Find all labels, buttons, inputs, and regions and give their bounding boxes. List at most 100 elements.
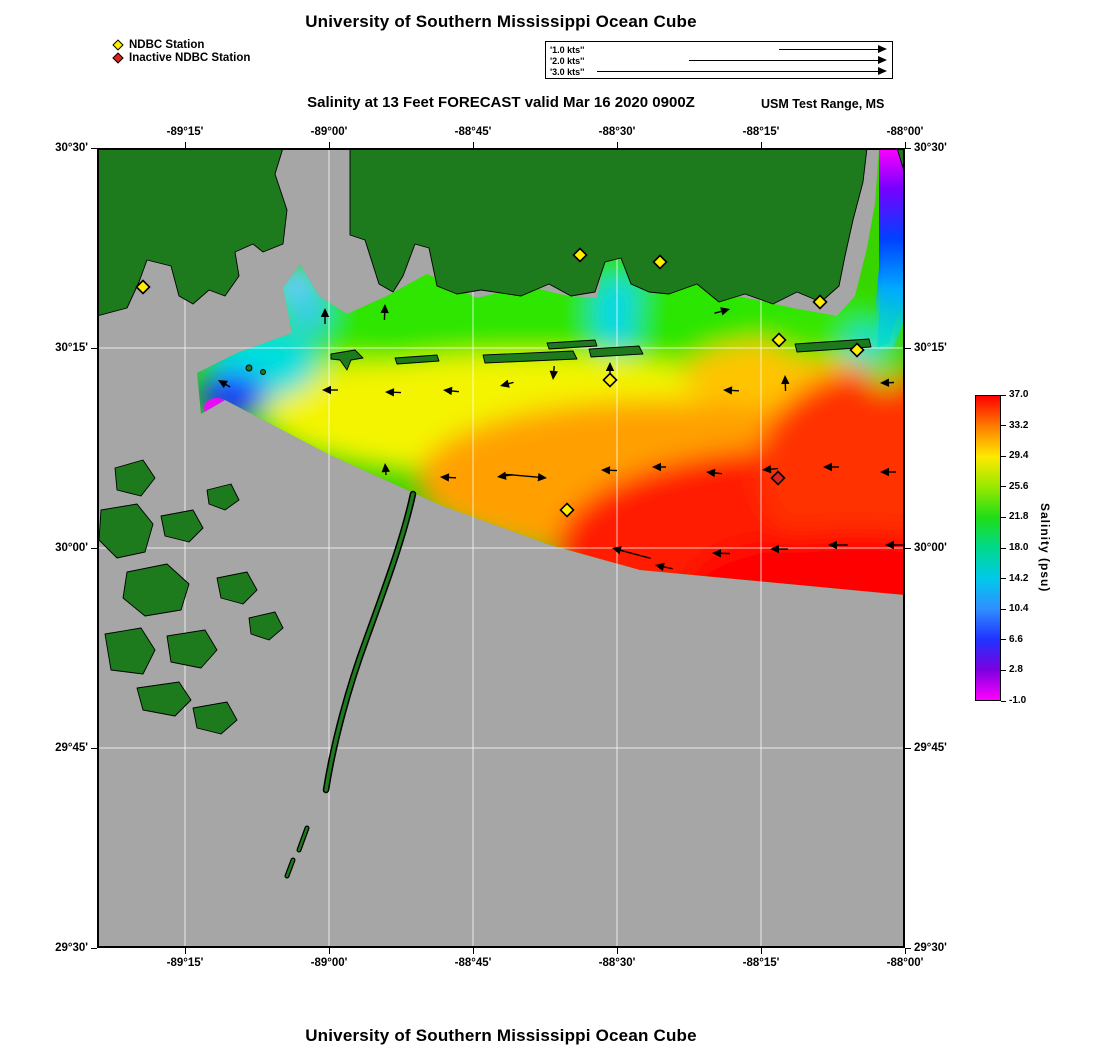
legend-item-ndbc: NDBC Station bbox=[112, 38, 250, 51]
y-tick-label-left: 30°15' bbox=[55, 342, 88, 354]
speed-scale-arrow bbox=[779, 45, 887, 53]
x-tick-top bbox=[184, 142, 186, 148]
x-tick-label-top: -88°00' bbox=[886, 126, 924, 138]
x-tick-label-top: -88°30' bbox=[598, 126, 636, 138]
speed-scale-row: '1.0 kts'' bbox=[546, 44, 892, 55]
current-vector bbox=[880, 467, 896, 477]
vector-head bbox=[440, 473, 450, 482]
map-border bbox=[97, 148, 905, 948]
ndbc-station-marker bbox=[572, 247, 588, 263]
vector-head bbox=[612, 546, 622, 555]
current-vector bbox=[723, 386, 740, 395]
x-tick-label-top: -88°15' bbox=[742, 126, 780, 138]
colorbar-tick-label: 29.4 bbox=[1009, 450, 1029, 462]
x-tick-top bbox=[760, 142, 762, 148]
current-vector bbox=[380, 304, 389, 321]
current-vector bbox=[443, 386, 459, 396]
current-vector bbox=[655, 562, 673, 571]
current-vector bbox=[781, 375, 790, 392]
colorbar-tick-label: 33.2 bbox=[1009, 419, 1029, 431]
colorbar-tick bbox=[1001, 639, 1006, 641]
current-vector bbox=[652, 462, 666, 472]
vector-head bbox=[537, 473, 547, 482]
small-island bbox=[245, 364, 253, 372]
y-tick-label-left: 29°30' bbox=[55, 942, 88, 954]
y-tick-left bbox=[91, 747, 97, 749]
land bbox=[97, 148, 905, 879]
current-vector bbox=[714, 307, 730, 316]
colorbar-tick-label: 10.4 bbox=[1009, 603, 1029, 615]
legend-label-inactive-ndbc: Inactive NDBC Station bbox=[129, 51, 251, 64]
vector-tail bbox=[503, 473, 542, 479]
coastline-mainland-west bbox=[97, 148, 288, 317]
colorbar-label: Salinity (psu) bbox=[1038, 503, 1052, 593]
x-tick-label-bottom: -88°45' bbox=[454, 957, 492, 969]
y-tick-label-right: 30°30' bbox=[914, 142, 947, 154]
x-tick-label-bottom: -89°15' bbox=[166, 957, 204, 969]
current-vector bbox=[712, 549, 731, 558]
y-tick-left bbox=[91, 347, 97, 349]
x-tick-bottom bbox=[184, 948, 186, 954]
vector-head bbox=[770, 544, 779, 554]
coastline-mainland-east bbox=[349, 148, 868, 305]
ndbc-station-icon bbox=[112, 38, 124, 51]
current-vector bbox=[823, 462, 839, 472]
current-vector bbox=[381, 463, 390, 476]
current-vector bbox=[601, 466, 618, 475]
y-tick-label-left: 30°30' bbox=[55, 142, 88, 154]
vector-head bbox=[549, 370, 558, 380]
colorbar-tick-label: 18.0 bbox=[1009, 542, 1029, 553]
ndbc-station-marker bbox=[849, 342, 865, 358]
marsh-islands bbox=[98, 459, 284, 735]
colorbar-tick-label: 21.8 bbox=[1009, 511, 1029, 523]
current-speed-scale: '1.0 kts'' '2.0 kts'' '3.0 kts'' bbox=[545, 41, 893, 79]
current-vector bbox=[612, 546, 651, 560]
x-tick-label-top: -89°00' bbox=[310, 126, 348, 138]
vector-head bbox=[720, 307, 730, 316]
colorbar-tick bbox=[1001, 455, 1006, 457]
colorbar bbox=[975, 395, 1001, 701]
vector-tail bbox=[617, 548, 651, 560]
inactive-ndbc-station-icon bbox=[112, 51, 124, 64]
colorbar-tick bbox=[1001, 425, 1006, 427]
current-vector bbox=[706, 468, 722, 478]
x-tick-top bbox=[616, 142, 618, 148]
current-vector bbox=[828, 540, 848, 550]
y-tick-right bbox=[905, 547, 911, 549]
vector-head bbox=[605, 362, 615, 371]
current-vector bbox=[549, 365, 558, 380]
y-tick-label-right: 30°00' bbox=[914, 542, 947, 554]
colorbar-tick-label: 14.2 bbox=[1009, 572, 1029, 584]
x-tick-bottom bbox=[904, 948, 906, 954]
current-vector bbox=[385, 388, 402, 397]
colorbar-tick bbox=[1001, 608, 1006, 610]
vector-head bbox=[723, 386, 733, 395]
vector-head bbox=[781, 375, 790, 385]
current-vector bbox=[762, 465, 779, 474]
colorbar-tick-label: 25.6 bbox=[1009, 480, 1029, 492]
y-tick-right bbox=[905, 147, 911, 149]
speed-scale-arrow bbox=[597, 67, 887, 75]
vector-head bbox=[381, 463, 390, 473]
vector-head bbox=[500, 379, 510, 388]
x-tick-label-bottom: -88°15' bbox=[742, 957, 780, 969]
map-frame bbox=[97, 148, 905, 948]
footer-title: University of Southern Mississippi Ocean… bbox=[305, 1026, 697, 1045]
station-legend: NDBC Station Inactive NDBC Station bbox=[112, 38, 250, 64]
y-tick-label-right: 30°15' bbox=[914, 342, 947, 354]
salinity-map bbox=[97, 148, 905, 948]
colorbar-tick-label: 6.6 bbox=[1009, 633, 1023, 645]
colorbar-tick bbox=[1001, 486, 1006, 488]
x-tick-bottom bbox=[616, 948, 618, 954]
x-tick-label-top: -88°45' bbox=[454, 126, 492, 138]
x-tick-label-bottom: -89°00' bbox=[310, 957, 348, 969]
current-vector bbox=[218, 380, 231, 389]
legend-item-inactive-ndbc: Inactive NDBC Station bbox=[112, 51, 250, 64]
current-vector bbox=[503, 473, 547, 482]
colorbar-tick-label: 2.8 bbox=[1009, 664, 1023, 676]
vector-head bbox=[601, 466, 611, 475]
vector-head bbox=[885, 540, 894, 550]
current-vector bbox=[320, 308, 330, 324]
vector-head bbox=[880, 378, 890, 387]
